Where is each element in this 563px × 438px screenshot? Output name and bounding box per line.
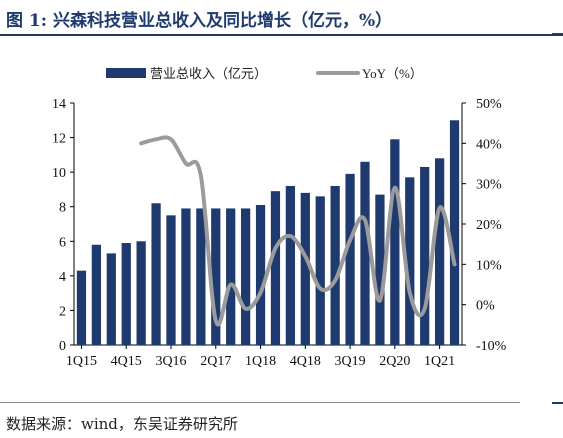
- x-axis-tick-label: 3Q19: [335, 354, 366, 369]
- revenue-bar: [151, 203, 161, 345]
- page-title: 图 1: 兴森科技营业总收入及同比增长（亿元，%）: [6, 11, 393, 31]
- revenue-bar: [196, 208, 206, 345]
- left-axis-tick-label: 10: [52, 166, 66, 181]
- x-axis-tick-label: 1Q18: [245, 354, 276, 369]
- revenue-bar: [285, 185, 296, 345]
- revenue-bar: [255, 204, 266, 345]
- left-axis-tick-label: 4: [59, 270, 66, 285]
- revenue-bar: [181, 208, 191, 345]
- legend-bar-label: 营业总收入（亿元）: [150, 66, 267, 81]
- revenue-bar: [405, 177, 415, 345]
- revenue-bar: [330, 185, 340, 345]
- revenue-bar: [76, 270, 87, 345]
- right-axis-tick-label: 40%: [476, 137, 502, 152]
- yoy-line-series: [139, 135, 457, 327]
- left-axis-tick-label: 14: [52, 97, 66, 112]
- revenue-bar: [390, 139, 400, 345]
- revenue-bar: [375, 194, 385, 345]
- revenue-bar: [166, 215, 176, 345]
- revenue-bar: [121, 243, 131, 345]
- x-tick-labels: 1Q15 4Q15 3Q16 2Q17 1Q18 4Q18 3Q19 2Q20 1Q21: [66, 345, 455, 369]
- revenue-bar: [300, 192, 310, 345]
- right-axis-tick-label: 20%: [476, 218, 502, 233]
- top-right-rule: [552, 33, 563, 35]
- revenue-bar: [136, 241, 146, 345]
- right-axis-tick-label: 10%: [476, 258, 502, 273]
- x-axis-tick-label: 4Q15: [111, 354, 142, 369]
- right-axis-tick-label: 50%: [476, 97, 502, 112]
- x-axis-tick-label: 3Q16: [155, 354, 186, 369]
- right-axis-tick-label: -10%: [476, 339, 507, 354]
- source-divider: [0, 402, 520, 403]
- revenue-bar: [106, 253, 116, 345]
- left-axis-tick-label: 8: [59, 201, 66, 216]
- revenue-bar: [345, 173, 355, 345]
- left-axis-tick-label: 2: [59, 304, 66, 319]
- bottom-right-rule: [552, 402, 563, 404]
- revenue-bar: [240, 208, 251, 345]
- revenue-bar: [360, 161, 370, 345]
- revenue-bar: [91, 244, 102, 345]
- x-axis-tick-label: 2Q17: [200, 354, 231, 369]
- left-axis-tick-label: 12: [52, 132, 66, 147]
- left-axis-tick-label: 0: [59, 339, 66, 354]
- revenue-yoy-chart: 营业总收入（亿元） YoY（%） 0 2 4 6 8 10 12 14 -10% 0% 10% 20%…: [52, 66, 507, 369]
- x-axis-tick-label: 1Q15: [66, 354, 97, 369]
- x-axis-tick-label: 1Q21: [424, 354, 455, 369]
- revenue-bar: [449, 120, 460, 346]
- legend-bar-swatch: [106, 68, 146, 78]
- revenue-bar: [315, 196, 325, 345]
- data-source: 数据来源：wind，东吴证券研究所: [6, 415, 238, 433]
- revenue-bar: [226, 208, 236, 345]
- right-axis-tick-label: 0%: [476, 299, 495, 314]
- x-axis-tick-label: 2Q20: [379, 354, 410, 369]
- legend-line-label: YoY（%）: [362, 66, 423, 81]
- x-axis-tick-label: 4Q18: [290, 354, 321, 369]
- title-bar: 图 1: 兴森科技营业总收入及同比增长（亿元，%）: [0, 0, 563, 36]
- yoy-line: [139, 135, 457, 327]
- revenue-bar: [420, 166, 430, 345]
- revenue-bar: [434, 158, 445, 345]
- chart-legend: 营业总收入（亿元） YoY（%）: [106, 66, 423, 81]
- bar-series: [76, 120, 460, 346]
- right-axis-tick-label: 30%: [476, 178, 502, 193]
- left-axis-tick-label: 6: [59, 235, 66, 250]
- revenue-bar: [211, 208, 221, 345]
- revenue-bar: [270, 191, 281, 345]
